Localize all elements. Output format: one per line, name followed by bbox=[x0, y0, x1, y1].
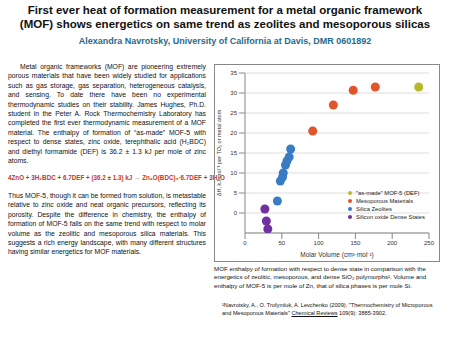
svg-text:150: 150 bbox=[350, 240, 361, 246]
html-text:"as-made" MOF-5 (DEF): "as-made" MOF-5 (DEF) bbox=[356, 190, 420, 196]
svg-text:35: 35 bbox=[230, 70, 237, 76]
svg-text:200: 200 bbox=[387, 240, 398, 246]
svg-text:15: 15 bbox=[230, 150, 237, 156]
svg-text:20: 20 bbox=[230, 130, 237, 136]
html-text:Silicon oxide Dense States: Silicon oxide Dense States bbox=[356, 214, 425, 220]
html-text:¹Navrotsky, A., O. Trofymluk,: ¹Navrotsky, A., O. Trofymluk, A. Levchen… bbox=[222, 302, 433, 316]
svg-text:25: 25 bbox=[230, 110, 237, 116]
svg-text:100: 100 bbox=[314, 240, 325, 246]
svg-text:Molar Volume (cm³·mol⁻¹): Molar Volume (cm³·mol⁻¹) bbox=[300, 251, 374, 259]
html-text:4ZnO + 3H₂BDC + 6.7DEF + (36.2: 4ZnO + 3H₂BDC + 6.7DEF + (36.2 ± 1.3) kJ… bbox=[8, 174, 225, 182]
html-text:MOF enthalpy of formation with: MOF enthalpy of formation with respect t… bbox=[214, 265, 427, 289]
html-text:First ever heat of formation m: First ever heat of formation measurement… bbox=[19, 4, 431, 30]
svg-text:ΔH, kJ·mol⁻¹ per TO₂ or metal: ΔH, kJ·mol⁻¹ per TO₂ or metal atom bbox=[216, 109, 222, 196]
html-text:Thus MOF-5, though it can be f: Thus MOF-5, though it can be formed from… bbox=[8, 191, 206, 256]
html-text:Silica Zeolites: Silica Zeolites bbox=[356, 206, 392, 212]
html-text:Metal organic frameworks (MOF): Metal organic frameworks (MOF) are pione… bbox=[8, 63, 206, 165]
svg-text:250: 250 bbox=[424, 240, 435, 246]
svg-text:30: 30 bbox=[230, 90, 237, 96]
svg-text:10: 10 bbox=[230, 170, 237, 176]
svg-text:0: 0 bbox=[234, 210, 238, 216]
svg-text:50: 50 bbox=[278, 240, 285, 246]
svg-text:5: 5 bbox=[234, 190, 238, 196]
html-text:Mesoporous Materials: Mesoporous Materials bbox=[356, 198, 414, 204]
html-text:Alexandra Navrotsky, Universit: Alexandra Navrotsky, University of Calif… bbox=[78, 36, 372, 46]
svg-text:0: 0 bbox=[243, 240, 247, 246]
